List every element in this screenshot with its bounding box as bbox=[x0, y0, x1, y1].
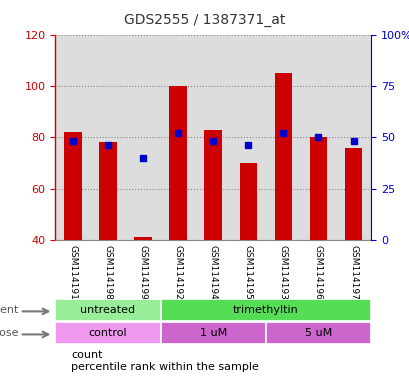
Bar bbox=[160, 322, 265, 344]
Text: GDS2555 / 1387371_at: GDS2555 / 1387371_at bbox=[124, 13, 285, 27]
Text: control: control bbox=[88, 328, 127, 338]
Text: agent: agent bbox=[0, 305, 18, 315]
Text: percentile rank within the sample: percentile rank within the sample bbox=[71, 362, 258, 372]
Bar bbox=[134, 237, 151, 240]
Text: count: count bbox=[71, 350, 102, 360]
Text: dose: dose bbox=[0, 328, 18, 338]
Text: GSM114196: GSM114196 bbox=[313, 245, 322, 300]
Text: GSM114193: GSM114193 bbox=[278, 245, 287, 300]
Text: 5 uM: 5 uM bbox=[304, 328, 331, 338]
Text: trimethyltin: trimethyltin bbox=[232, 305, 298, 315]
Text: GSM114197: GSM114197 bbox=[348, 245, 357, 300]
Text: GSM114192: GSM114192 bbox=[173, 245, 182, 300]
Bar bbox=[55, 299, 160, 321]
Bar bbox=[55, 322, 160, 344]
Text: GSM114199: GSM114199 bbox=[138, 245, 147, 300]
Text: GSM114198: GSM114198 bbox=[103, 245, 112, 300]
Text: GSM114194: GSM114194 bbox=[208, 245, 217, 300]
Bar bbox=[309, 137, 326, 240]
Text: GSM114191: GSM114191 bbox=[68, 245, 77, 300]
Bar bbox=[239, 163, 256, 240]
Bar bbox=[204, 129, 221, 240]
Text: GSM114195: GSM114195 bbox=[243, 245, 252, 300]
Bar bbox=[160, 299, 370, 321]
Bar bbox=[344, 147, 362, 240]
Bar bbox=[169, 86, 187, 240]
Bar bbox=[265, 322, 370, 344]
Bar bbox=[99, 142, 117, 240]
Text: 1 uM: 1 uM bbox=[199, 328, 226, 338]
Bar bbox=[274, 73, 291, 240]
Bar bbox=[64, 132, 81, 240]
Text: untreated: untreated bbox=[80, 305, 135, 315]
